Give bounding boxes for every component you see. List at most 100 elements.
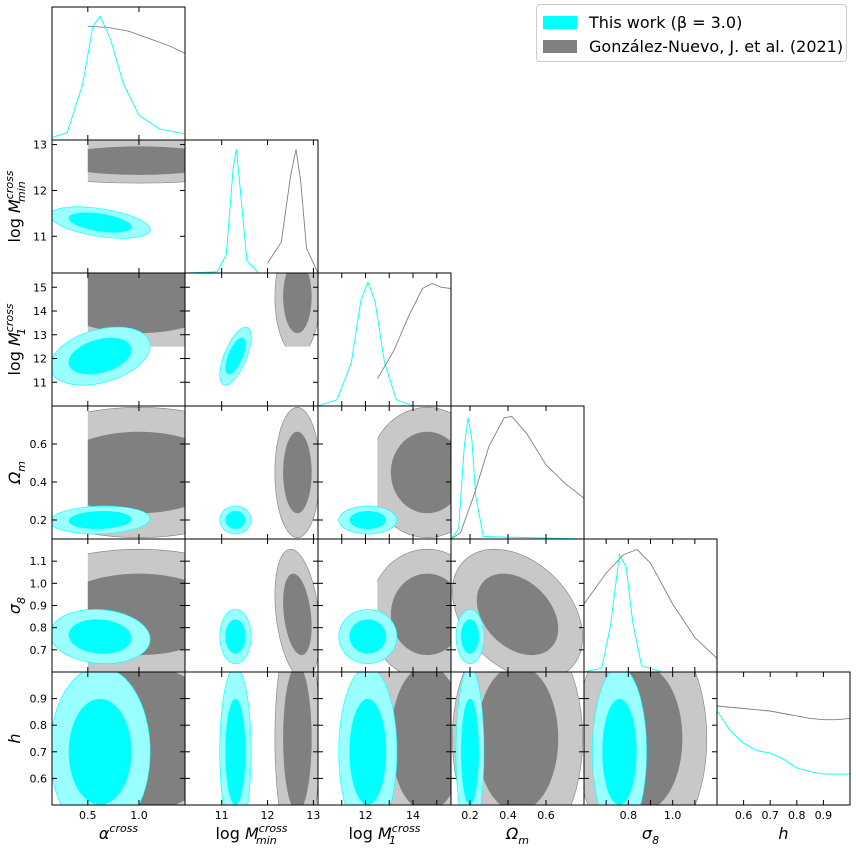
contour-group-0	[52, 206, 151, 239]
contour-inner-0	[68, 337, 132, 375]
contour-inner-0	[68, 698, 132, 805]
panel-h-Mmin: 11 12 13	[184, 671, 320, 822]
contour-group-0	[219, 505, 252, 535]
y-axis-label-M1: log Mcross1	[3, 303, 28, 375]
panel-h-s8: 0.8 1.0	[583, 671, 718, 822]
contour-group-0	[338, 609, 398, 665]
contour-group-0	[52, 672, 151, 805]
axis-label-sub: min	[256, 834, 277, 847]
x-tick-label: 0.8	[620, 809, 638, 822]
contour-inner-0	[349, 698, 387, 805]
bounded-contours	[274, 273, 318, 347]
panel-content	[52, 15, 185, 138]
axis-label-main: log	[215, 824, 244, 843]
panel-h-M1: 12 14	[317, 671, 452, 822]
y-tick-label: 11	[33, 230, 47, 243]
axis-label-main: log	[5, 346, 24, 375]
panel-Om-M1	[317, 405, 452, 540]
y-tick-label: 11	[33, 376, 47, 389]
legend-swatch-gonzalez	[543, 39, 577, 53]
axis-label-main: h	[778, 824, 788, 843]
marginal-curve-alpha	[87, 25, 185, 54]
axis-label-symbol: M	[5, 199, 24, 213]
panel-Om-Om	[450, 405, 585, 540]
axis-label-main: h	[5, 733, 24, 743]
x-tick-label: 0.8	[788, 809, 806, 822]
legend-label-gonzalez: González-Nuevo, J. et al. (2021)	[589, 36, 844, 56]
y-tick-label: 0.2	[30, 514, 48, 527]
x-tick-label: 0.6	[537, 809, 555, 822]
x-tick-label: 0.6	[735, 809, 753, 822]
contour-group-0	[52, 326, 151, 386]
panel-content	[451, 672, 584, 805]
contour-group-0	[338, 672, 398, 805]
x-tick-label: 12	[359, 809, 373, 822]
x-tick-label: 0.9	[815, 809, 833, 822]
contour-group-1	[274, 548, 318, 672]
panel-M1-M1	[317, 272, 452, 407]
panel-content	[338, 406, 451, 539]
panel-Om-alpha: 0.2 0.4 0.6	[30, 405, 186, 540]
panel-content	[717, 705, 850, 775]
marginal-curve-M1	[377, 283, 451, 380]
axis-label-sub: m	[15, 461, 28, 472]
x-axis-label-Om: Ωm	[505, 824, 529, 847]
axis-label-main: Ω	[5, 471, 24, 485]
contour-group-1	[274, 672, 318, 805]
panel-frame	[317, 272, 452, 407]
panel-M1-Mmin	[184, 272, 319, 407]
marginal-curve-s8	[584, 553, 717, 672]
legend-entry-gonzalez: González-Nuevo, J. et al. (2021)	[543, 36, 843, 56]
y-tick-label: 0.9	[30, 693, 48, 706]
panel-content	[185, 149, 318, 273]
contour-inner-0	[225, 619, 246, 654]
marginal-curve-M1	[318, 281, 451, 406]
contour-inner-1	[87, 431, 185, 514]
bounded-contours	[377, 406, 451, 539]
panel-content	[451, 416, 584, 539]
y-tick-label: 0.6	[30, 772, 48, 785]
x-axis-label-Mmin: log Mcross min	[215, 822, 287, 847]
panel-frame	[184, 139, 319, 274]
contour-inner-0	[68, 212, 132, 233]
panel-s8-Om	[450, 538, 585, 673]
y-tick-label: 0.8	[30, 622, 48, 635]
axis-label-main: σ	[5, 603, 24, 614]
marginal-curve-alpha	[52, 15, 185, 138]
marginal-curve-h	[717, 710, 850, 775]
axis-label-sup: cross	[109, 822, 138, 835]
y-axis-label-Om: Ωm	[5, 461, 28, 485]
panel-M1-alpha: 11 12 13 14 15	[33, 272, 186, 407]
y-tick-label: 0.7	[30, 644, 48, 657]
y-tick-label: 0.8	[30, 719, 48, 732]
y-tick-label: 0.9	[30, 600, 48, 613]
contour-inner-1	[476, 672, 559, 805]
axis-label-symbol: M	[245, 824, 259, 843]
x-tick-label: 13	[306, 809, 320, 822]
contour-inner-0	[225, 337, 246, 375]
marginal-curve-s8	[584, 548, 717, 659]
marginal-curve-h	[717, 705, 850, 721]
panel-content	[338, 672, 451, 805]
panel-s8-Mmin	[184, 538, 319, 673]
bounded-contours	[87, 406, 185, 539]
panel-content	[219, 273, 318, 386]
axis-label-main: log	[348, 824, 377, 843]
contour-inner-0	[68, 619, 132, 654]
y-axis-label-Mmin: log Mcrossmin	[3, 170, 28, 242]
legend-entry-this-work: This work (β = 3.0)	[543, 12, 742, 32]
y-tick-label: 0.4	[30, 476, 48, 489]
x-tick-label: 14	[406, 809, 420, 822]
bounded-contours	[87, 140, 185, 184]
panel-content	[219, 548, 318, 672]
contour-group-0	[219, 326, 252, 386]
y-tick-label: 0.7	[30, 746, 48, 759]
axis-label-sub: min	[15, 181, 28, 202]
contour-group-0	[52, 609, 151, 665]
y-tick-label: 15	[33, 281, 47, 294]
marginal-curve-Mmin	[185, 149, 318, 273]
contour-inner-1	[283, 431, 312, 514]
x-axis-label-s8: σ8	[642, 824, 659, 847]
contour-group-0	[338, 505, 398, 535]
marginal-curve-Om	[451, 417, 584, 539]
